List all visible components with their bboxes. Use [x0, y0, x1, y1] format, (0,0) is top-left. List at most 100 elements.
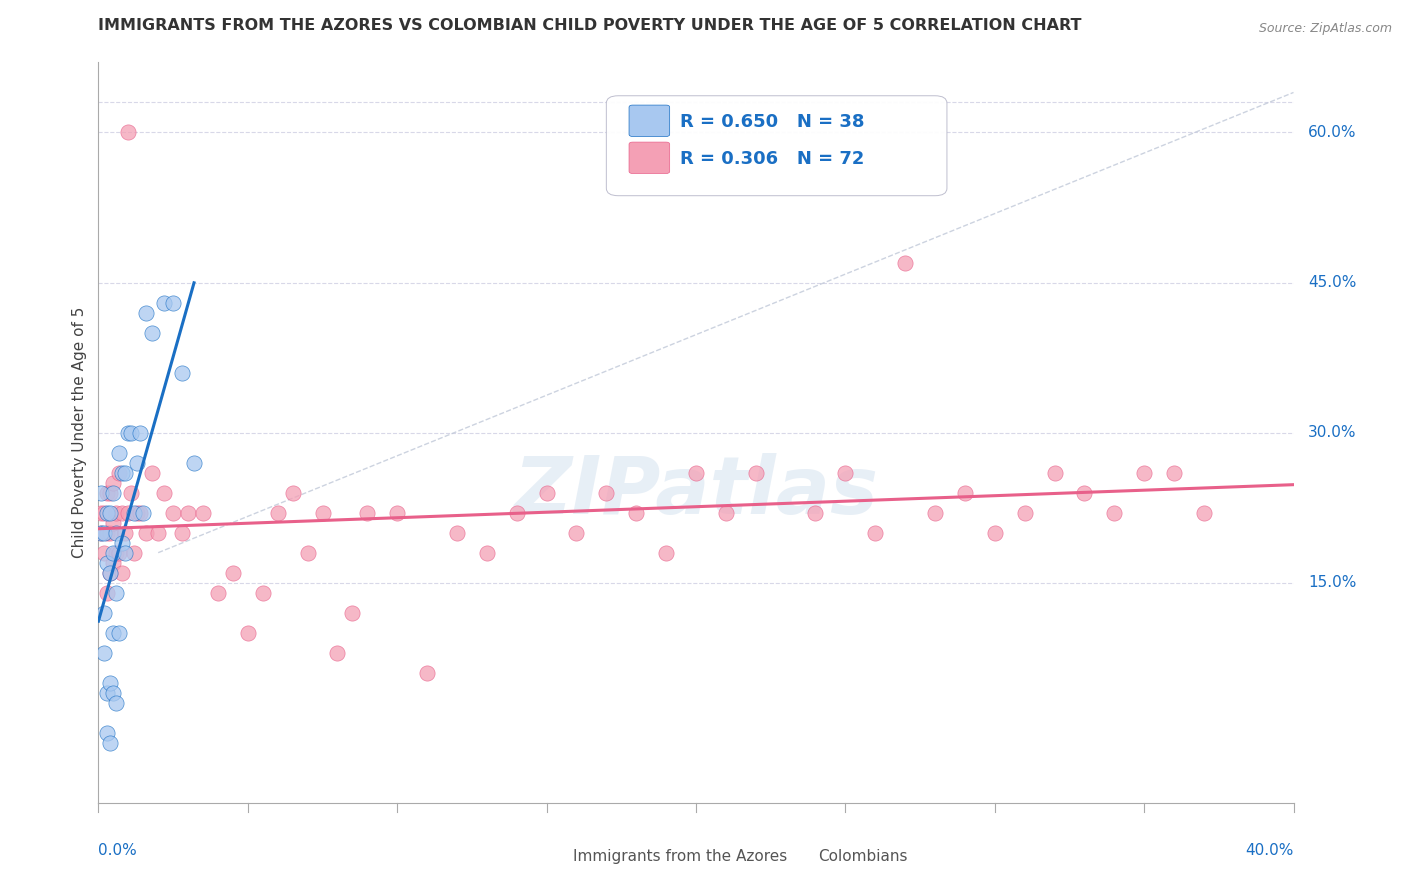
Point — [103, 475, 125, 490]
FancyBboxPatch shape — [538, 847, 569, 866]
Point — [93, 525, 115, 540]
Point — [108, 625, 131, 640]
Point — [153, 295, 176, 310]
Point — [565, 525, 588, 540]
Point — [153, 485, 176, 500]
Point — [311, 506, 333, 520]
Point — [108, 445, 131, 459]
Point — [90, 525, 112, 540]
Point — [96, 725, 118, 739]
Point — [103, 556, 125, 570]
Point — [655, 546, 678, 560]
Point — [1163, 466, 1185, 480]
Point — [984, 525, 1007, 540]
Point — [1192, 506, 1215, 520]
Point — [148, 525, 170, 540]
Point — [98, 675, 122, 690]
Point — [953, 485, 976, 500]
Point — [834, 466, 856, 480]
Point — [183, 456, 205, 470]
Point — [103, 546, 125, 560]
Point — [446, 525, 468, 540]
Point — [117, 506, 139, 520]
Point — [98, 485, 122, 500]
Point — [127, 456, 149, 470]
Point — [124, 546, 146, 560]
Point — [114, 466, 136, 480]
Point — [103, 485, 125, 500]
FancyBboxPatch shape — [783, 847, 814, 866]
Point — [1043, 466, 1066, 480]
Point — [129, 425, 152, 440]
Point — [595, 485, 617, 500]
Point — [120, 485, 142, 500]
Point — [714, 506, 737, 520]
Point — [114, 525, 136, 540]
Point — [172, 525, 194, 540]
Text: 40.0%: 40.0% — [1246, 843, 1294, 858]
Point — [252, 585, 274, 599]
Point — [894, 255, 917, 269]
Point — [90, 506, 112, 520]
Point — [626, 506, 648, 520]
Point — [93, 646, 115, 660]
Point — [117, 425, 139, 440]
Point — [103, 686, 125, 700]
Point — [90, 525, 112, 540]
Point — [506, 506, 529, 520]
Point — [162, 506, 184, 520]
Point — [135, 305, 157, 319]
Point — [117, 126, 139, 140]
Point — [475, 546, 498, 560]
Point — [96, 556, 118, 570]
Point — [416, 665, 439, 680]
Point — [103, 516, 125, 530]
Text: R = 0.650   N = 38: R = 0.650 N = 38 — [681, 112, 865, 130]
Point — [326, 646, 349, 660]
Text: Colombians: Colombians — [818, 848, 907, 863]
Point — [135, 525, 157, 540]
Point — [129, 506, 152, 520]
Text: Immigrants from the Azores: Immigrants from the Azores — [572, 848, 787, 863]
Point — [177, 506, 200, 520]
Point — [93, 506, 115, 520]
Point — [105, 585, 128, 599]
Point — [93, 546, 115, 560]
Text: IMMIGRANTS FROM THE AZORES VS COLOMBIAN CHILD POVERTY UNDER THE AGE OF 5 CORRELA: IMMIGRANTS FROM THE AZORES VS COLOMBIAN … — [98, 18, 1083, 33]
Point — [191, 506, 214, 520]
Point — [93, 606, 115, 620]
Point — [98, 525, 122, 540]
Point — [1104, 506, 1126, 520]
Point — [98, 506, 122, 520]
Text: 15.0%: 15.0% — [1308, 575, 1357, 591]
Point — [108, 546, 131, 560]
Point — [96, 686, 118, 700]
Point — [685, 466, 707, 480]
FancyBboxPatch shape — [628, 105, 669, 136]
Point — [96, 485, 118, 500]
Point — [132, 506, 155, 520]
Point — [865, 525, 887, 540]
FancyBboxPatch shape — [606, 95, 948, 195]
Point — [127, 506, 149, 520]
Point — [105, 506, 128, 520]
Point — [111, 566, 134, 580]
Point — [108, 466, 131, 480]
Point — [111, 466, 134, 480]
Point — [96, 525, 118, 540]
Point — [111, 535, 134, 549]
Point — [98, 566, 122, 580]
Point — [207, 585, 229, 599]
FancyBboxPatch shape — [628, 142, 669, 173]
Point — [804, 506, 827, 520]
Point — [536, 485, 558, 500]
Point — [924, 506, 946, 520]
Point — [141, 466, 163, 480]
Point — [103, 625, 125, 640]
Point — [96, 506, 118, 520]
Text: 30.0%: 30.0% — [1308, 425, 1357, 440]
Point — [105, 525, 128, 540]
Point — [105, 546, 128, 560]
Point — [342, 606, 364, 620]
Point — [745, 466, 768, 480]
